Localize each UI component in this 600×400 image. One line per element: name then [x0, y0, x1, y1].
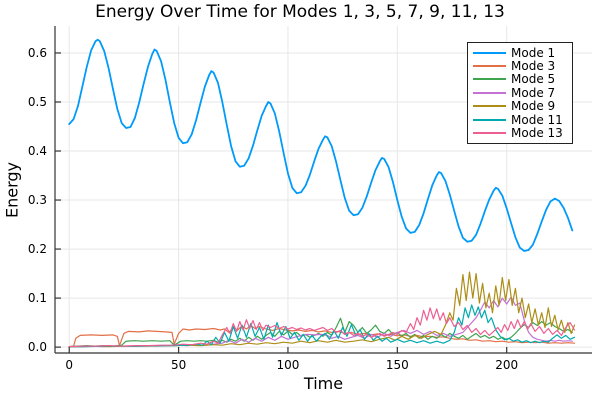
legend-label: Mode 5 — [511, 72, 556, 87]
y-tick-label: 0.0 — [28, 340, 47, 354]
legend-line-swatch — [473, 65, 506, 68]
legend-item-mode-3: Mode 3 — [473, 59, 572, 72]
legend-line-swatch — [473, 78, 506, 81]
legend: Mode 1 Mode 3 Mode 5 Mode 7 Mode 9 Mode 11 Mod… — [467, 42, 573, 144]
series-line-mode-13 — [68, 307, 576, 348]
legend-line-swatch — [473, 51, 506, 54]
x-tick-label: 200 — [495, 358, 518, 372]
legend-label: Mode 9 — [511, 99, 556, 114]
x-tick-label: 100 — [277, 358, 300, 372]
legend-label: Mode 13 — [511, 126, 563, 141]
y-tick-label: 0.5 — [28, 95, 47, 109]
legend-label: Mode 3 — [511, 59, 556, 74]
y-tick-label: 0.1 — [28, 291, 47, 305]
legend-label: Mode 7 — [511, 85, 556, 100]
y-tick-label: 0.2 — [28, 242, 47, 256]
legend-item-mode-5: Mode 5 — [473, 73, 572, 86]
legend-item-mode-13: Mode 13 — [473, 126, 572, 139]
legend-item-mode-7: Mode 7 — [473, 86, 572, 99]
x-tick-label: 50 — [171, 358, 186, 372]
legend-line-swatch — [473, 132, 506, 135]
legend-line-swatch — [473, 91, 506, 94]
series-line-mode-5 — [68, 317, 573, 348]
legend-line-swatch — [473, 118, 506, 121]
legend-item-mode-9: Mode 9 — [473, 100, 572, 113]
legend-line-swatch — [473, 105, 506, 108]
x-axis-label: Time — [303, 374, 344, 393]
legend-item-mode-11: Mode 11 — [473, 113, 572, 126]
x-tick-label: 0 — [65, 358, 73, 372]
x-tick-label: 150 — [386, 358, 409, 372]
series-line-mode-9 — [68, 271, 576, 348]
series-line-mode-11 — [68, 304, 576, 348]
y-tick-label: 0.6 — [28, 46, 47, 60]
y-axis-label: Energy — [2, 161, 22, 219]
chart-title: Energy Over Time for Modes 1, 3, 5, 7, 9… — [95, 2, 505, 22]
legend-label: Mode 1 — [511, 45, 556, 60]
y-tick-label: 0.3 — [28, 193, 47, 207]
legend-item-mode-1: Mode 1 — [473, 46, 572, 59]
series-line-mode-3 — [68, 324, 576, 348]
series-line-mode-1 — [68, 38, 574, 252]
y-tick-label: 0.4 — [28, 144, 47, 158]
legend-label: Mode 11 — [511, 112, 563, 127]
